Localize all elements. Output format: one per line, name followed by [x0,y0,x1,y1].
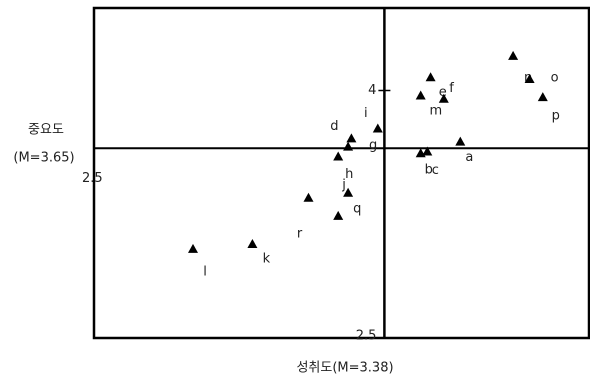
point [438,93,449,103]
point [303,192,314,202]
y-axis-label: (M=3.65) [13,151,74,166]
point-label: m [429,103,442,118]
point-label: a [465,150,473,165]
point [346,133,357,143]
point [537,92,548,102]
point-label: q [353,201,361,216]
point [188,243,198,253]
point-label: g [369,138,377,153]
point [422,146,433,156]
point [333,210,344,220]
y-tick-label: 4 [368,83,376,98]
x-axis-label: 성취도(M=3.38) [296,361,393,376]
point-label: c [432,163,439,178]
y-tick-label: 2.5 [356,329,377,344]
plot-frame [92,6,590,340]
y-axis-label: 중요도 [28,123,64,138]
point-label: d [330,119,338,134]
point [343,141,354,151]
point-label: l [203,264,207,279]
point-label: o [551,70,559,85]
point-label: i [364,106,368,121]
point [415,90,426,100]
point [247,238,258,248]
point [333,151,344,161]
point-label: e [439,85,447,100]
point [455,136,466,146]
point-label: p [552,109,560,124]
point-label: h [345,167,353,182]
point [372,123,383,133]
point-label: k [263,251,271,266]
point-label: f [449,81,454,96]
point-label: r [297,226,303,241]
x-tick-label: 2.5 [82,171,103,186]
point [343,187,354,197]
point [524,73,535,83]
point-label: j [341,177,346,192]
point [425,72,436,82]
point [508,50,519,60]
point-label: b [425,163,433,178]
